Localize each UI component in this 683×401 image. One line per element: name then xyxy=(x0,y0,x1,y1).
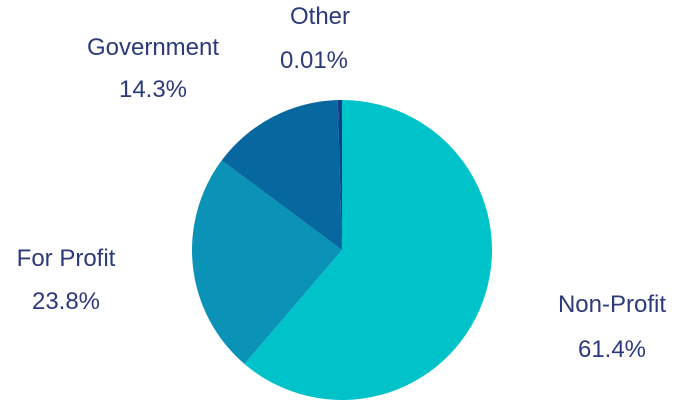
slice-label-for-profit: For Profit xyxy=(17,245,116,272)
slice-value-for-profit: 23.8% xyxy=(32,288,100,315)
pie-slice-non-profit xyxy=(244,100,493,400)
pie-slice-government xyxy=(221,100,342,250)
slice-value-non-profit: 61.4% xyxy=(578,336,646,363)
slice-label-non-profit: Non-Profit xyxy=(558,291,666,318)
slice-label-other: Other xyxy=(290,3,350,30)
slice-label-government: Government xyxy=(87,34,219,61)
pie-slice-other xyxy=(337,100,342,250)
slice-value-government: 14.3% xyxy=(119,76,187,103)
pie-labels: Non-Profit 61.4% For Profit 23.8% Govern… xyxy=(17,3,667,363)
pie-slice-for-profit xyxy=(192,160,342,364)
pie-slices xyxy=(192,100,493,400)
slice-value-other: 0.01% xyxy=(280,47,348,74)
